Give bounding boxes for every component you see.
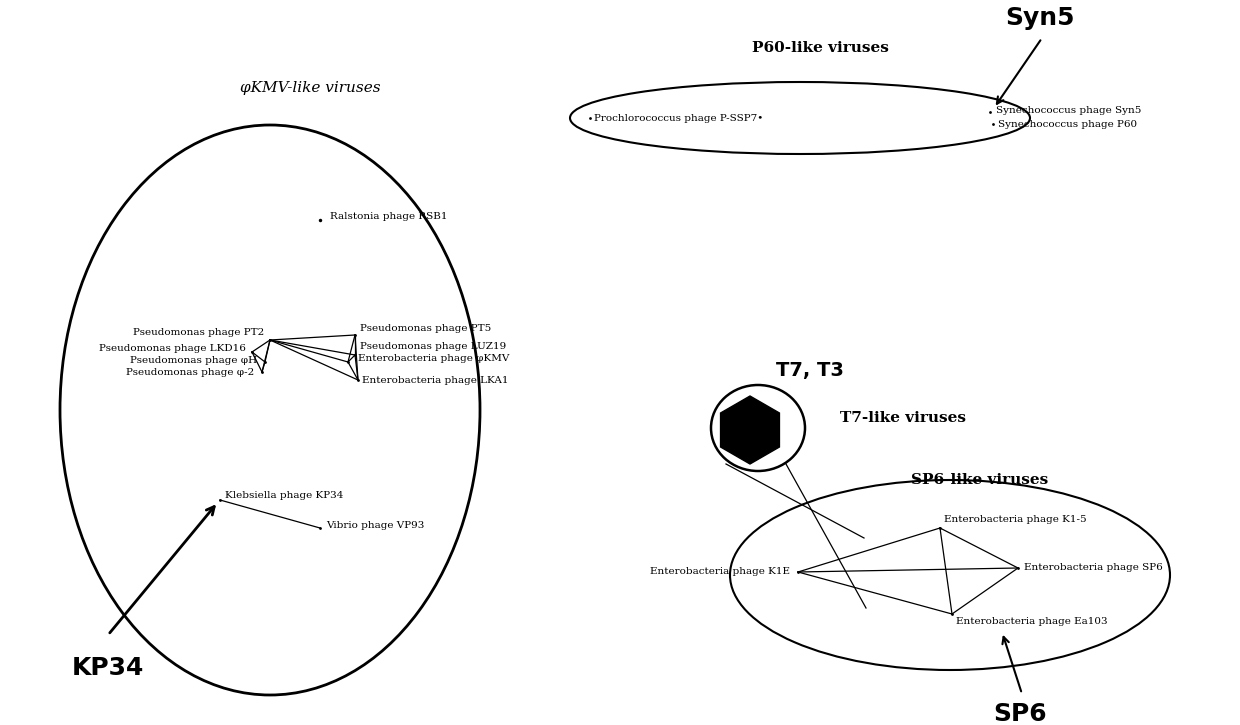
Text: KP34: KP34 — [72, 656, 144, 680]
Text: Enterobacteria phage φKMV: Enterobacteria phage φKMV — [358, 354, 510, 362]
Text: Vibrio phage VP93: Vibrio phage VP93 — [326, 521, 424, 529]
Text: φKMV-like viruses: φKMV-like viruses — [239, 81, 381, 95]
Text: P60-like viruses: P60-like viruses — [751, 41, 888, 55]
Text: T7, T3: T7, T3 — [776, 360, 844, 379]
Text: SP6: SP6 — [993, 702, 1047, 725]
Text: Pseudomonas phage LKD16: Pseudomonas phage LKD16 — [99, 344, 246, 352]
Text: Klebsiella phage KP34: Klebsiella phage KP34 — [224, 491, 343, 500]
Text: T7-like viruses: T7-like viruses — [839, 411, 966, 425]
Text: Enterobacteria phage K1E: Enterobacteria phage K1E — [650, 568, 790, 576]
Text: Enterobacteria phage Ea103: Enterobacteria phage Ea103 — [956, 618, 1107, 626]
Text: SP6-like viruses: SP6-like viruses — [911, 473, 1049, 487]
Polygon shape — [720, 396, 780, 464]
Text: Pseudomonas phage φ-2: Pseudomonas phage φ-2 — [125, 368, 254, 376]
Text: Ralstonia phage RSB1: Ralstonia phage RSB1 — [330, 212, 448, 220]
Text: Enterobacteria phage LKA1: Enterobacteria phage LKA1 — [362, 376, 508, 384]
Text: Prochlorococcus phage P-SSP7•: Prochlorococcus phage P-SSP7• — [594, 114, 764, 123]
Text: Pseudomonas phage φH: Pseudomonas phage φH — [130, 355, 257, 365]
Text: Syn5: Syn5 — [1006, 6, 1075, 30]
Text: Pseudomonas phage PT2: Pseudomonas phage PT2 — [133, 328, 264, 336]
Text: Pseudomonas phage PT5: Pseudomonas phage PT5 — [360, 323, 491, 333]
Text: Pseudomonas phage LUZ19: Pseudomonas phage LUZ19 — [360, 341, 506, 350]
Text: Enterobacteria phage SP6: Enterobacteria phage SP6 — [1024, 563, 1163, 573]
Text: Enterobacteria phage K1-5: Enterobacteria phage K1-5 — [944, 515, 1086, 524]
Text: Synechococcus phage P60: Synechococcus phage P60 — [998, 120, 1137, 128]
Text: Synechococcus phage Syn5: Synechococcus phage Syn5 — [996, 106, 1141, 115]
